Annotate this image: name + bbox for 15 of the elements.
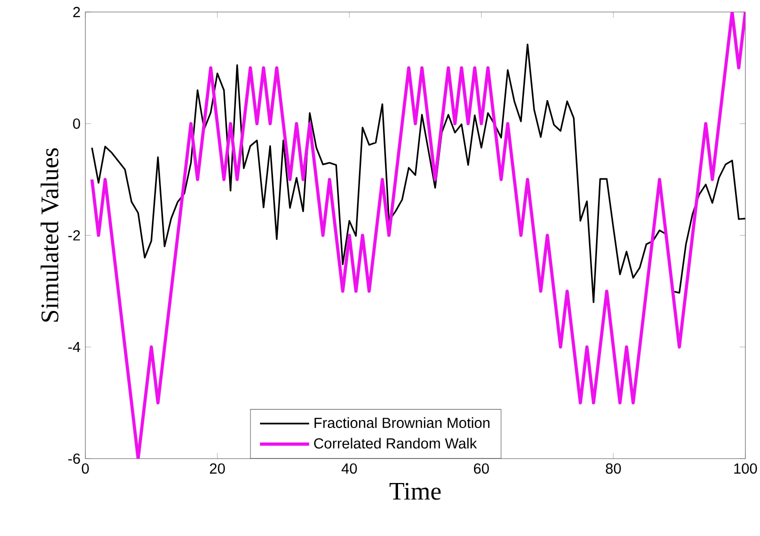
x-tick-label: 80: [606, 463, 621, 474]
x-tick-label: 100: [734, 463, 757, 474]
y-tick-label: 0: [73, 118, 80, 129]
x-axis-title: Time: [390, 482, 441, 500]
y-tick-label: -4: [68, 342, 80, 352]
legend-label: Correlated Random Walk: [314, 438, 477, 449]
legend-label: Fractional Brownian Motion: [314, 417, 490, 428]
x-tick-label: 0: [82, 463, 89, 474]
y-tick-label: 2: [73, 6, 80, 18]
y-axis-title: Simulated Values: [40, 148, 59, 322]
x-tick-label: 60: [474, 463, 489, 474]
y-tick-label: -6: [68, 454, 80, 464]
y-tick-label: -2: [68, 230, 80, 240]
x-tick-label: 20: [210, 463, 225, 474]
x-tick-label: 40: [342, 463, 357, 474]
